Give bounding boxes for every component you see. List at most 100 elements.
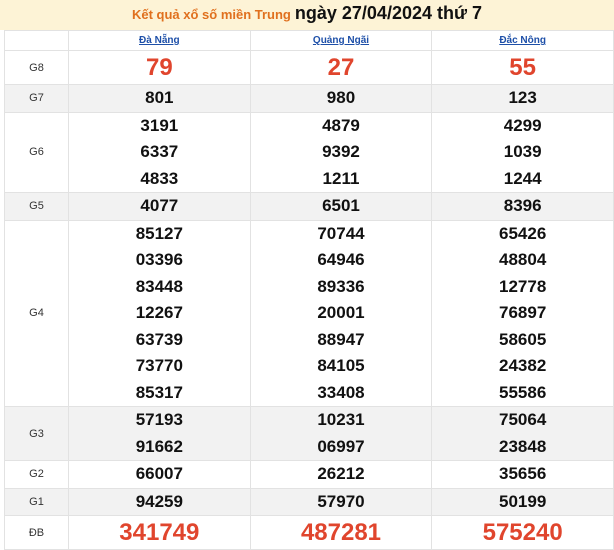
- prize-row: G7 801 980 123: [4, 84, 614, 113]
- province-link[interactable]: Đắc Nông: [499, 35, 546, 46]
- prize-cell: 3191 6337 4833: [68, 111, 251, 193]
- prize-row: G8 79 27 55: [4, 50, 614, 85]
- prize-label: ĐB: [4, 515, 69, 550]
- prize-number: 85127: [135, 223, 183, 243]
- prize-cell: 65426 48804 12778 76897 58605 24382 55586: [431, 219, 614, 407]
- prize-cell: 57193 91662: [68, 406, 251, 461]
- prize-label: G7: [4, 84, 69, 113]
- prize-number: 73770: [135, 356, 183, 375]
- prize-number: 487281: [300, 519, 382, 546]
- prize-number: 4299: [503, 115, 542, 135]
- prize-cell: 4299 1039 1244: [431, 111, 614, 193]
- prize-row: G1 94259 57970 50199: [4, 487, 614, 516]
- prize-number: 575240: [482, 519, 563, 546]
- province-link[interactable]: Đà Nẵng: [139, 35, 180, 46]
- prize-number: 4077: [140, 196, 179, 215]
- prize-row: G3 57193 91662 10231 06997 75064 23848: [4, 406, 614, 461]
- prize-label: G8: [4, 50, 69, 85]
- prize-number: 75064: [499, 410, 547, 429]
- prize-number: 10231: [317, 410, 365, 429]
- prize-row: ĐB 341749 487281 575240: [4, 515, 614, 550]
- prize-number: 03396: [135, 250, 183, 269]
- prize-row: G2 66007 26212 35656: [4, 460, 614, 489]
- prize-number: 85317: [135, 382, 183, 402]
- prize-cell: 66007: [68, 460, 251, 489]
- prize-cell: 801: [68, 84, 251, 113]
- prize-number: 65426: [499, 223, 547, 243]
- prize-number: 1244: [503, 168, 542, 188]
- title-date: ngày 27/04/2024 thứ 7: [294, 3, 483, 23]
- column-header: Quảng Ngãi: [249, 30, 433, 51]
- prize-row: G6 3191 6337 4833 4879 9392 1211 4299 1039 1244: [4, 111, 614, 193]
- prize-label: G2: [4, 460, 69, 489]
- province-link[interactable]: Quảng Ngãi: [312, 35, 370, 46]
- prize-number: 70744: [317, 223, 365, 243]
- prize-cell: 10231 06997: [249, 406, 433, 461]
- prize-number: 57970: [317, 491, 365, 511]
- prize-cell: 26212: [249, 460, 433, 489]
- prize-number: 27: [327, 54, 355, 81]
- results-table: Đà Nẵng Quảng Ngãi Đắc Nông G8 79 27 55 G7 801 9…: [4, 30, 614, 550]
- prize-cell: 487281: [249, 515, 433, 550]
- prize-cell: 980: [249, 84, 433, 113]
- prize-cell: 79: [68, 50, 251, 85]
- prize-number: 64946: [317, 250, 365, 269]
- prize-number: 4833: [140, 168, 179, 188]
- corner: [4, 30, 69, 51]
- prize-cell: 341749: [68, 515, 251, 550]
- prize-label: G6: [4, 111, 69, 193]
- prize-cell: 123: [431, 84, 614, 113]
- prize-cell: 575240: [431, 515, 614, 550]
- prize-cell: 85127 03396 83448 12267 63739 73770 85317: [68, 219, 251, 407]
- prize-cell: 50199: [431, 487, 614, 516]
- prize-number: 801: [145, 88, 174, 107]
- prize-number: 980: [326, 88, 356, 107]
- prize-cell: 94259: [68, 487, 251, 516]
- prize-number: 63739: [135, 329, 183, 349]
- prize-number: 24382: [499, 356, 547, 375]
- prize-number: 66007: [135, 464, 183, 483]
- prize-number: 23848: [499, 436, 547, 456]
- prize-number: 84105: [317, 356, 365, 375]
- prize-number: 1211: [322, 168, 360, 188]
- prize-row: G4 85127 03396 83448 12267 63739 73770 85317 707…: [4, 219, 614, 407]
- prize-number: 48804: [499, 250, 547, 269]
- prize-number: 341749: [119, 519, 200, 546]
- prize-cell: 8396: [431, 192, 614, 221]
- prize-number: 06997: [317, 436, 365, 456]
- prize-number: 79: [145, 54, 173, 81]
- prize-cell: 27: [249, 50, 433, 85]
- prize-number: 12267: [135, 303, 183, 322]
- prize-number: 20001: [317, 303, 365, 322]
- prize-number: 6501: [322, 196, 360, 215]
- prize-cell: 70744 64946 89336 20001 88947 84105 33408: [249, 219, 433, 407]
- prize-cell: 55: [431, 50, 614, 85]
- prize-number: 91662: [135, 436, 183, 456]
- prize-number: 76897: [499, 303, 547, 322]
- prize-row: G5 4077 6501 8396: [4, 192, 614, 221]
- column-header: Đà Nẵng: [68, 30, 251, 51]
- prize-number: 50199: [499, 491, 547, 511]
- prize-number: 123: [508, 88, 537, 107]
- prize-number: 57193: [135, 410, 183, 429]
- prize-cell: 4077: [68, 192, 251, 221]
- prize-label: G5: [4, 192, 69, 221]
- prize-number: 89336: [317, 276, 365, 296]
- prize-number: 55586: [499, 382, 547, 402]
- prize-number: 8396: [503, 196, 542, 215]
- prize-number: 6337: [140, 142, 179, 161]
- prize-number: 9392: [322, 142, 360, 161]
- prize-label: G4: [4, 219, 69, 407]
- prize-number: 26212: [317, 464, 365, 483]
- prize-number: 3191: [140, 115, 179, 135]
- prize-cell: 6501: [249, 192, 433, 221]
- prize-cell: 75064 23848: [431, 406, 614, 461]
- title-link[interactable]: Kết quả xổ số miền Trung: [131, 7, 291, 22]
- header-row: Đà Nẵng Quảng Ngãi Đắc Nông: [4, 30, 614, 51]
- prize-number: 12778: [499, 276, 547, 296]
- prize-number: 35656: [499, 464, 547, 483]
- prize-cell: 57970: [249, 487, 433, 516]
- prize-number: 1039: [503, 142, 542, 161]
- prize-number: 55: [509, 54, 536, 81]
